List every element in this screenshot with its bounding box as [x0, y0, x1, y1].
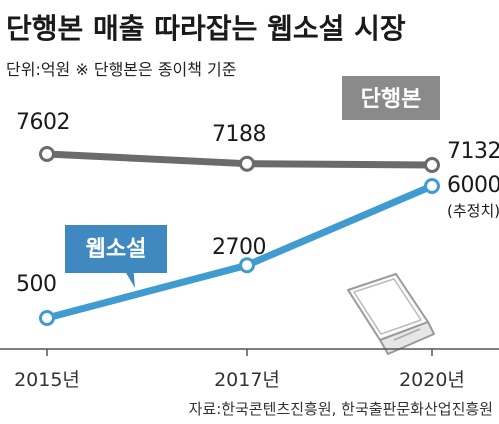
data-label: 7188 [212, 122, 266, 147]
series-label-print: 단행본 [342, 76, 440, 120]
data-point [424, 157, 440, 173]
x-tick-label: 2015년 [14, 369, 80, 391]
x-tick-label: 2017년 [214, 369, 280, 391]
data-label: 7132 [447, 139, 499, 164]
series-label-print-bg [342, 76, 440, 120]
series-label-web-text: 웹소설 [86, 237, 147, 262]
unit-note: 단위:억원 ※ 단행본은 종이책 기준 [6, 60, 237, 79]
chart-title: 단행본 매출 따라잡는 웹소설 시장 [6, 12, 406, 45]
data-labels: 7602 7188 7132 500 2700 6000 (추정치) [16, 110, 499, 297]
x-tick-label: 2020년 [399, 369, 465, 391]
series-label-web: 웹소설 [65, 225, 167, 288]
data-point [239, 155, 255, 172]
series-label-web-bg [65, 225, 167, 273]
data-label: 2700 [212, 235, 266, 260]
source-note: 자료:한국콘텐츠진흥원, 한국출판문화산업진흥원 [189, 400, 493, 418]
series-points [39, 146, 440, 326]
data-label: 7602 [16, 110, 70, 135]
x-ticks: 2015년 2017년 2020년 [14, 349, 465, 391]
data-annotation: (추정치) [447, 202, 499, 220]
data-point [39, 310, 55, 326]
laptop-icon [347, 273, 435, 355]
series-label-print-text: 단행본 [361, 87, 422, 112]
data-label: 6000 [447, 173, 499, 198]
data-label: 500 [16, 272, 57, 297]
data-point [239, 257, 255, 274]
data-point [424, 178, 440, 194]
data-point [39, 146, 55, 162]
